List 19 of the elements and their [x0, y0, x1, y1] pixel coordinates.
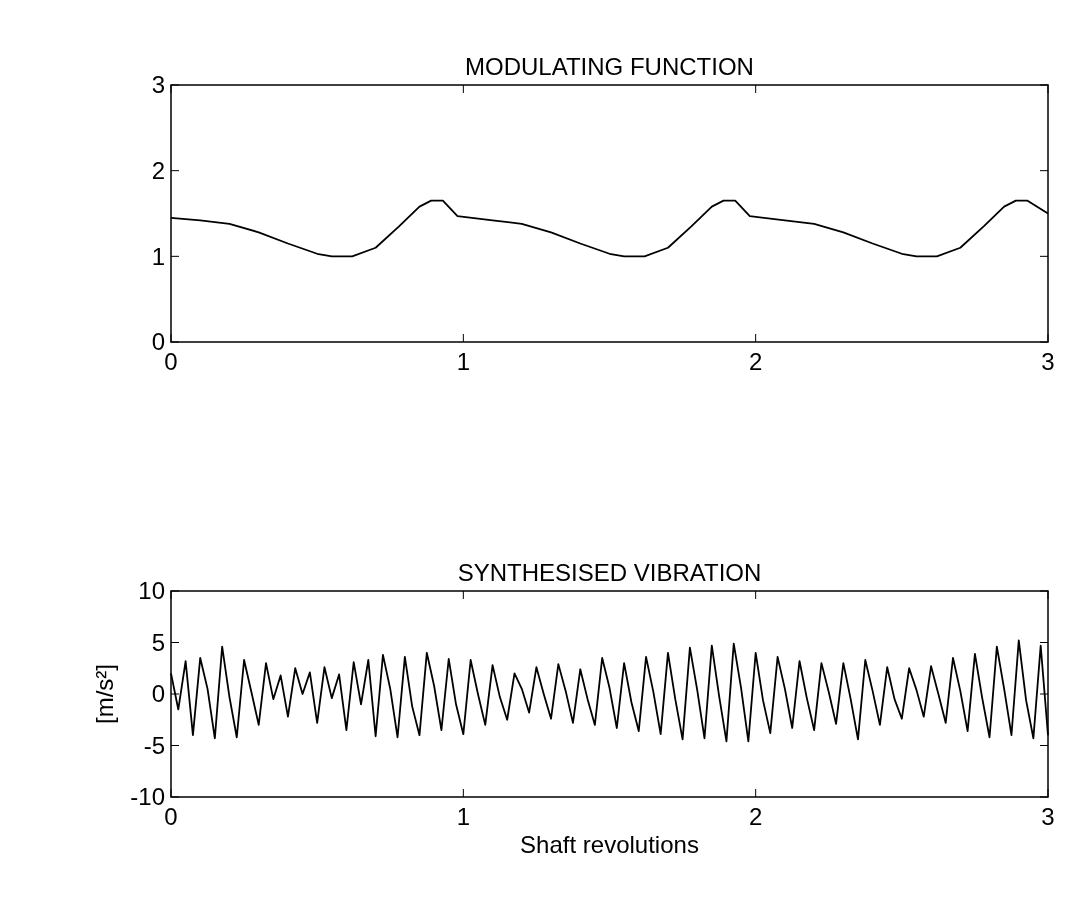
- y-tick-label: -10: [130, 783, 165, 811]
- y-tick-label: -5: [143, 731, 165, 759]
- y-tick-label: 10: [138, 577, 165, 605]
- y-tick-label: 2: [151, 157, 165, 185]
- chart-title: SYNTHESISED VIBRATION: [457, 559, 762, 586]
- y-tick-label: 0: [151, 680, 165, 708]
- y-tick-label: 0: [151, 328, 165, 356]
- chart-title: MODULATING FUNCTION: [465, 53, 754, 80]
- x-tick-label: 1: [456, 803, 471, 830]
- y-tick-label: 5: [151, 628, 165, 656]
- x-tick-label: 2: [748, 348, 763, 375]
- x-tick-label: 2: [748, 803, 763, 830]
- x-tick-label: 3: [1041, 803, 1055, 830]
- x-axis-title: Shaft revolutions: [520, 831, 699, 858]
- y-tick-label: 1: [151, 242, 165, 270]
- y-tick-label: 3: [151, 71, 165, 99]
- x-tick-label: 3: [1041, 348, 1055, 375]
- y-axis-title: [m/s²]: [91, 664, 118, 724]
- x-tick-label: 1: [456, 348, 471, 375]
